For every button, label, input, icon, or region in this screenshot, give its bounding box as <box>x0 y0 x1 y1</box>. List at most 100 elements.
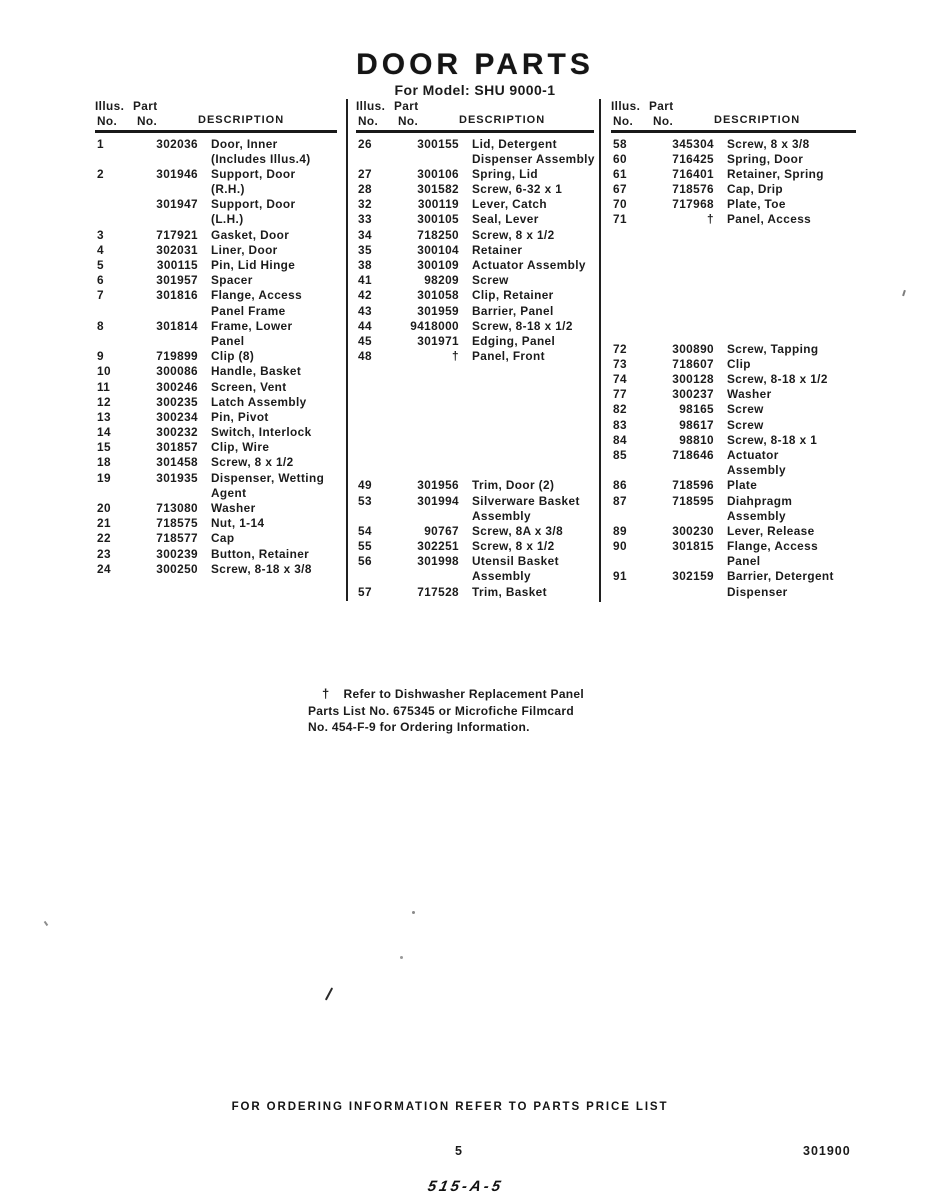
column-header-line1: Illus. Part <box>611 99 857 114</box>
part-description: Assembly <box>727 508 786 523</box>
part-description: Screw, 6-32 x 1 <box>472 182 563 197</box>
footnote-line-3: No. 454-F-9 for Ordering Information. <box>308 720 530 734</box>
column-gap <box>356 364 596 478</box>
part-description: Barrier, Panel <box>472 303 554 318</box>
part-row: 23 300239 Button, Retainer <box>95 547 340 562</box>
part-description: (R.H.) <box>211 182 245 197</box>
part-no: 301947 <box>156 197 198 212</box>
part-row: (L.H.) <box>95 212 340 227</box>
illus-no: 21 <box>97 516 111 531</box>
part-no: 718577 <box>156 531 198 546</box>
part-row: 89 300230 Lever, Release <box>611 524 857 539</box>
part-description: Frame, Lower <box>211 318 293 333</box>
header-rule <box>356 130 594 133</box>
part-description: Panel <box>727 554 761 569</box>
part-no: 98165 <box>679 402 714 417</box>
illus-header-label: Illus. <box>356 99 386 113</box>
part-no: 301857 <box>156 440 198 455</box>
illus-no: 28 <box>358 182 372 197</box>
part-description: Spring, Lid <box>472 166 538 181</box>
parts-rows: 26 300155 Lid, Detergent Dispenser Assembly… <box>356 137 596 600</box>
part-no: 718576 <box>672 182 714 197</box>
part-row: Assembly <box>356 569 596 584</box>
part-row: 73 718607 Clip <box>611 357 857 372</box>
illus-no: 43 <box>358 303 372 318</box>
part-description: Switch, Interlock <box>211 425 312 440</box>
part-no: 718646 <box>672 447 714 462</box>
part-description: Assembly <box>472 508 531 523</box>
part-description: Diahpragm <box>727 493 793 508</box>
header-rule <box>95 130 337 133</box>
part-no: 300235 <box>156 394 198 409</box>
illus-no: 91 <box>613 569 627 584</box>
part-row: 4 302031 Liner, Door <box>95 243 340 258</box>
part-row: 14 300232 Switch, Interlock <box>95 425 340 440</box>
part-description: Nut, 1-14 <box>211 516 265 531</box>
part-row: 28 301582 Screw, 6-32 x 1 <box>356 182 596 197</box>
illus-no: 24 <box>97 561 111 576</box>
part-row: 86 718596 Plate <box>611 478 857 493</box>
description-header-label: DESCRIPTION <box>459 114 546 126</box>
part-row: 27 300106 Spring, Lid <box>356 167 596 182</box>
illus-no-header-label: No. <box>358 114 379 128</box>
part-description: Screen, Vent <box>211 379 287 394</box>
part-row: 3 717921 Gasket, Door <box>95 228 340 243</box>
illus-no: 54 <box>358 523 372 538</box>
scan-artifact-speck <box>400 956 403 959</box>
part-no: 300128 <box>672 372 714 386</box>
part-no: 300250 <box>156 561 198 576</box>
illus-no: 27 <box>358 166 372 181</box>
scan-artifact-tick <box>902 289 906 297</box>
part-row: 24 300250 Screw, 8-18 x 3/8 <box>95 562 340 577</box>
part-row: 2 301946 Support, Door <box>95 167 340 182</box>
part-description: Support, Door <box>211 166 296 181</box>
part-description: Actuator Assembly <box>472 258 586 272</box>
part-row: 20 713080 Washer <box>95 501 340 516</box>
part-row: 8 301814 Frame, Lower <box>95 319 340 334</box>
part-no: 98209 <box>424 273 459 288</box>
illus-no: 49 <box>358 478 372 493</box>
illus-no: 18 <box>97 455 111 470</box>
part-no: 300109 <box>417 258 459 272</box>
part-description: Screw <box>472 273 509 288</box>
part-description: Screw, 8-18 x 3/8 <box>211 561 312 576</box>
part-row: Panel Frame <box>95 304 340 319</box>
illus-no: 8 <box>97 318 104 333</box>
illus-no: 41 <box>358 273 372 288</box>
part-description: Panel, Access <box>727 212 812 227</box>
part-row: 58 345304 Screw, 8 x 3/8 <box>611 137 857 152</box>
illus-no: 35 <box>358 242 372 257</box>
illus-no: 74 <box>613 372 627 386</box>
illus-no: 14 <box>97 425 111 440</box>
part-description: Lid, Detergent <box>472 136 557 151</box>
part-no: 300232 <box>156 425 198 440</box>
part-row: 34 718250 Screw, 8 x 1/2 <box>356 228 596 243</box>
part-no: 301959 <box>417 303 459 318</box>
part-description: Actuator <box>727 447 779 462</box>
illus-header-label: Illus. <box>611 99 641 113</box>
part-no: 300246 <box>156 379 198 394</box>
part-description: Plate <box>727 478 758 493</box>
part-description: Screw, 8 x 1/2 <box>472 539 555 554</box>
illus-no: 90 <box>613 539 627 554</box>
doc-number: 301900 <box>803 1144 851 1158</box>
column-header-line2: No. No. DESCRIPTION <box>356 114 596 129</box>
part-description: Panel, Front <box>472 349 545 364</box>
part-row: 26 300155 Lid, Detergent <box>356 137 596 152</box>
part-no: 713080 <box>156 501 198 515</box>
part-description: Lever, Release <box>727 523 815 538</box>
part-no-header-label: No. <box>653 114 674 128</box>
part-description: Panel <box>211 333 245 348</box>
part-description: Support, Door <box>211 197 296 212</box>
footnote-line-1: † Refer to Dishwasher Replacement Panel <box>308 686 584 703</box>
illus-no: 67 <box>613 182 627 197</box>
part-description: Barrier, Detergent <box>727 569 834 584</box>
part-description: Utensil Basket <box>472 554 559 569</box>
part-row: 1 302036 Door, Inner <box>95 137 340 152</box>
part-row: Panel <box>95 334 340 349</box>
part-description: Clip <box>727 356 751 371</box>
scan-artifact-speck <box>412 911 415 914</box>
part-row: 54 90767 Screw, 8A x 3/8 <box>356 524 596 539</box>
part-no: 718607 <box>672 356 714 371</box>
